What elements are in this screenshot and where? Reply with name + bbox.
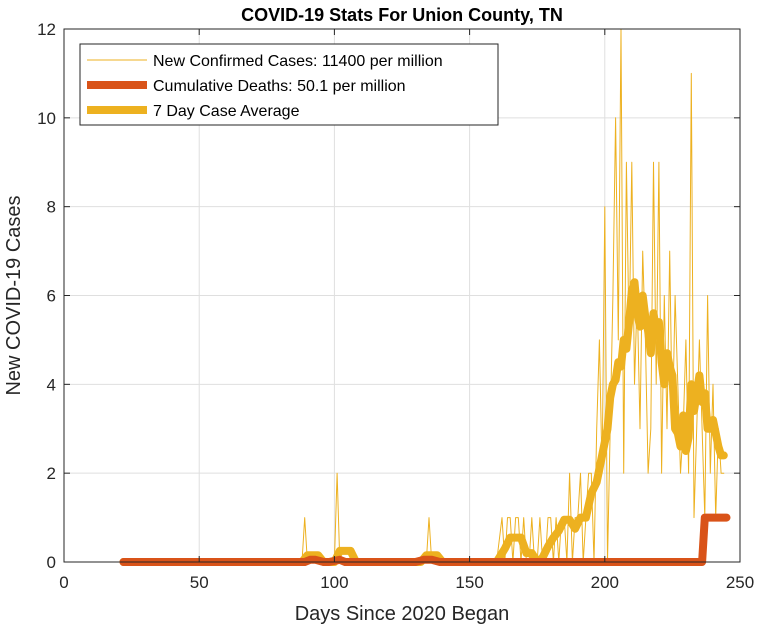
x-tick-label: 50: [190, 573, 209, 592]
x-tick-label: 100: [320, 573, 348, 592]
x-axis-label: Days Since 2020 Began: [295, 603, 510, 625]
y-axis-label: New COVID-19 Cases: [3, 195, 25, 395]
x-tick-label: 0: [59, 573, 68, 592]
legend-box: [79, 43, 499, 126]
y-tick-label: 8: [47, 198, 56, 217]
x-tick-label: 250: [726, 573, 754, 592]
y-tick-label: 4: [47, 375, 56, 394]
y-tick-label: 2: [47, 464, 56, 483]
chart-title: COVID-19 Stats For Union County, TN: [241, 5, 563, 25]
axis-ticks: 0 50 100 150 200 250 0 2 4 6 8 10 12: [37, 20, 754, 592]
y-tick-label: 6: [47, 287, 56, 306]
legend-entry-0: New Confirmed Cases: 11400 per million: [153, 53, 443, 70]
series-line-2: [119, 278, 728, 566]
y-tick-label: 0: [47, 553, 56, 572]
legend: New Confirmed Cases: 11400 per million Cu…: [79, 43, 499, 126]
legend-entry-1: Cumulative Deaths: 50.1 per million: [153, 78, 406, 95]
y-tick-label: 10: [37, 109, 56, 128]
x-tick-label: 200: [591, 573, 619, 592]
y-tick-label: 12: [37, 20, 56, 39]
x-tick-label: 150: [455, 573, 483, 592]
legend-entry-2: 7 Day Case Average: [153, 103, 300, 120]
